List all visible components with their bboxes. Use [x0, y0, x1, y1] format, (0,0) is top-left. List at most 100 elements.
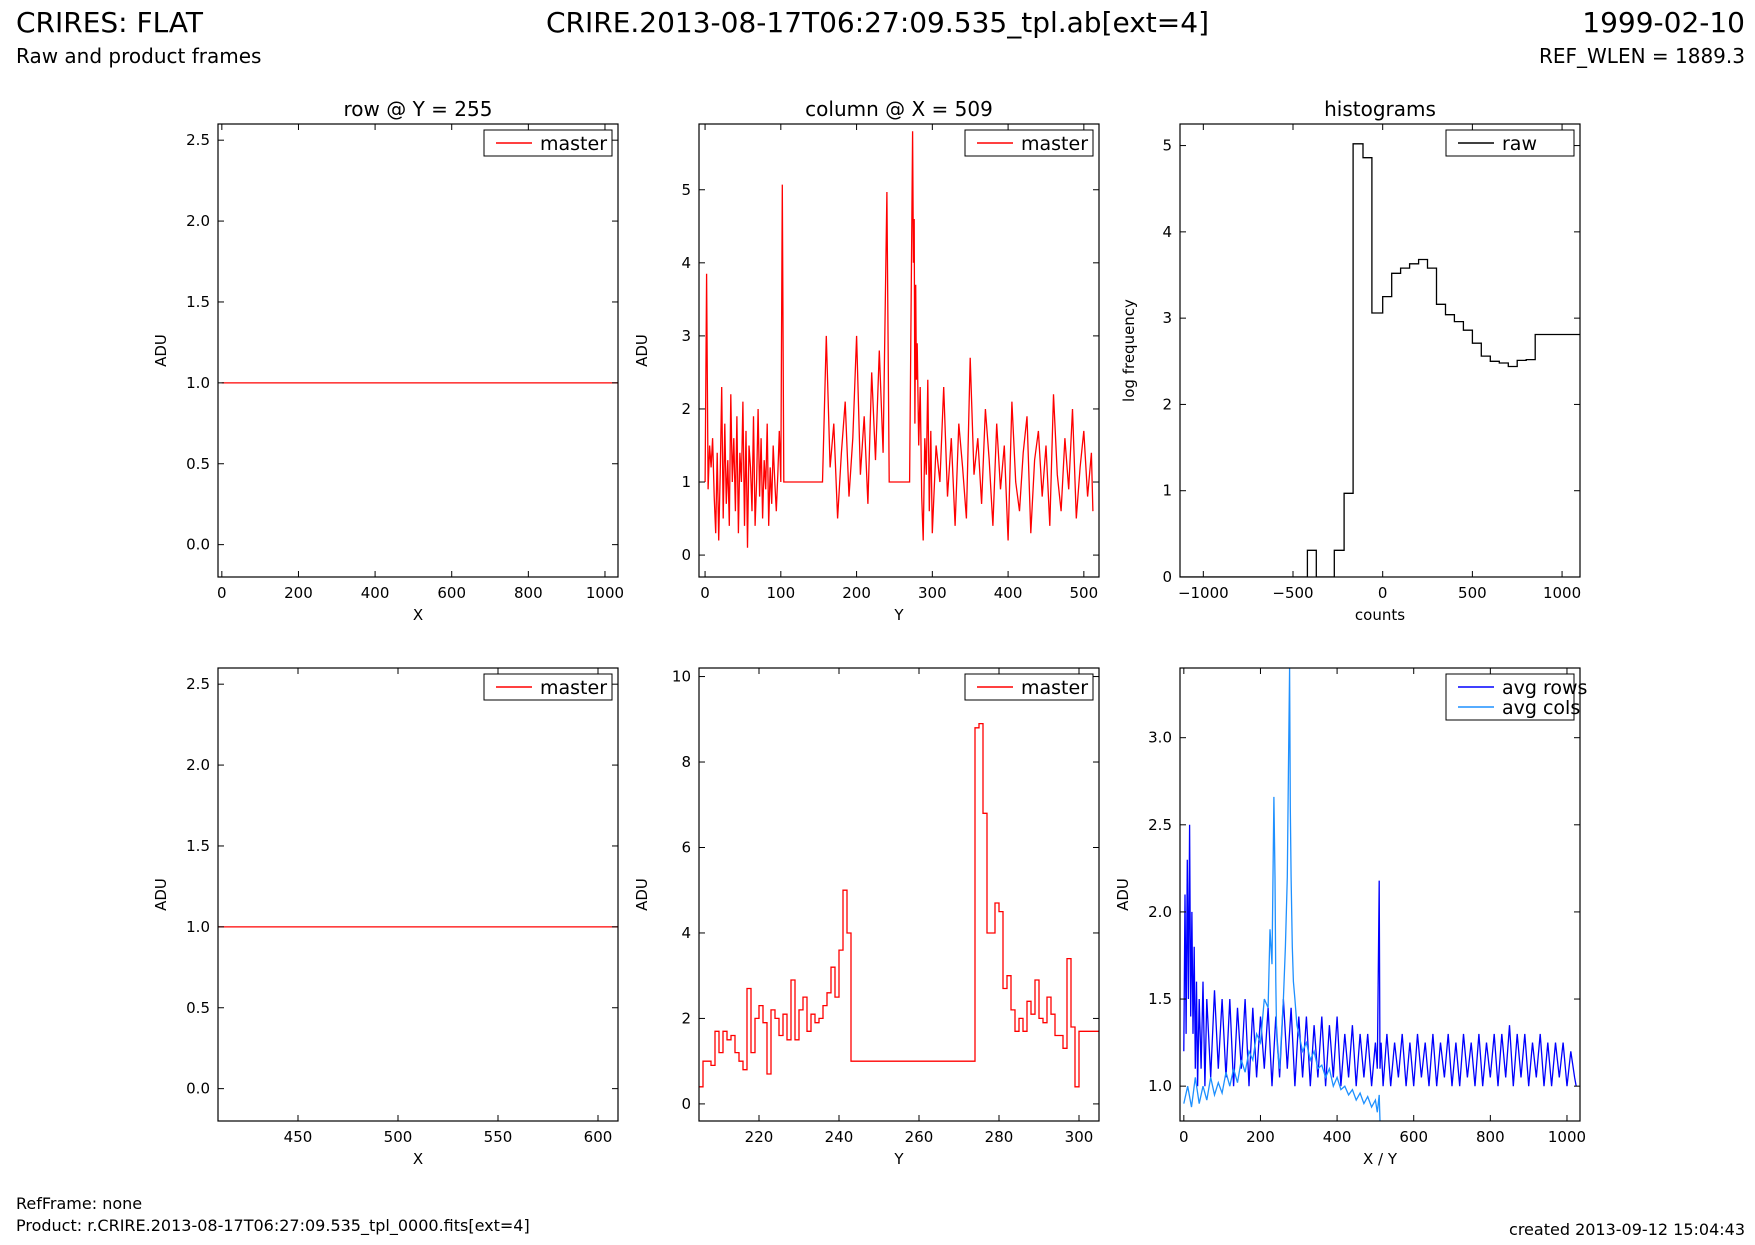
chart-panel-5: 220 240 260 280 300 0 2 4 6 8 10 Y ADU master — [633, 667, 1100, 1168]
y-tick-label: 2.5 — [186, 131, 210, 149]
y-tick-label: 6 — [681, 838, 691, 856]
y-tick-label: 0 — [1162, 568, 1172, 586]
y-tick-label: 1 — [681, 473, 691, 491]
x-tick-label: 1000 — [1543, 584, 1581, 602]
x-tick-label: 260 — [905, 1128, 934, 1146]
y-tick-label: 0.5 — [186, 455, 210, 473]
y-tick-label: 4 — [681, 924, 691, 942]
x-tick-label: 0 — [700, 584, 710, 602]
x-tick-label: 200 — [1246, 1128, 1275, 1146]
legend-label: master — [540, 133, 607, 155]
x-tick-label: 550 — [484, 1128, 513, 1146]
series-line-master — [704, 131, 1094, 548]
y-tick-label: 2 — [681, 400, 691, 418]
x-tick-label: 0 — [1378, 584, 1388, 602]
chart-panel-3: −1000 −500 0 500 1000 0 1 2 3 4 5 counts log frequen… — [1120, 97, 1581, 624]
chart-panel-1: 0 200 400 600 800 1000 0.0 0.5 1.0 1.5 2.0 2.5 X ADU r… — [152, 97, 624, 624]
chart-title: column @ X = 509 — [805, 97, 993, 121]
page-title: CRIRES: FLAT — [16, 6, 203, 39]
x-tick-label: 400 — [994, 584, 1023, 602]
legend-label: avg rows — [1502, 677, 1587, 699]
y-tick-label: 0 — [681, 1095, 691, 1113]
y-tick-label: 1 — [1162, 482, 1172, 500]
chart-title: histograms — [1324, 97, 1436, 121]
product-label: Product: r.CRIRE.2013-08-17T06:27:09.535… — [16, 1216, 530, 1235]
x-tick-label: 1000 — [1548, 1128, 1586, 1146]
y-tick-label: 0 — [681, 546, 691, 564]
y-tick-label: 10 — [672, 668, 691, 686]
chart-title: row @ Y = 255 — [344, 97, 493, 121]
x-tick-label: 300 — [1065, 1128, 1094, 1146]
x-tick-label: 240 — [825, 1128, 854, 1146]
refframe-label: RefFrame: none — [16, 1194, 143, 1213]
chart-panel-4: 450 500 550 600 0.0 0.5 1.0 1.5 2.0 2.5 X ADU master — [152, 667, 619, 1168]
y-tick-label: 0.0 — [186, 536, 210, 554]
created-label: created 2013-09-12 15:04:43 — [1509, 1220, 1745, 1239]
series-line-raw — [1180, 143, 1580, 577]
x-tick-label: 450 — [284, 1128, 313, 1146]
y-tick-label: 2.0 — [186, 212, 210, 230]
x-tick-label: 800 — [1476, 1128, 1505, 1146]
y-axis-label: ADU — [1114, 878, 1132, 911]
y-tick-label: 3.0 — [1148, 729, 1172, 747]
axes-frame — [1179, 667, 1581, 1122]
x-tick-label: 600 — [437, 584, 466, 602]
series-line-avg-cols — [1183, 668, 1381, 1121]
x-tick-label: 500 — [1458, 584, 1487, 602]
x-tick-label: 600 — [584, 1128, 613, 1146]
x-axis-label: X — [413, 1150, 423, 1168]
y-tick-label: 1.0 — [186, 374, 210, 392]
y-tick-label: 1.5 — [186, 837, 210, 855]
y-tick-label: 2.5 — [1148, 816, 1172, 834]
y-tick-label: 1.5 — [186, 293, 210, 311]
x-tick-label: 500 — [1070, 584, 1099, 602]
file-title: CRIRE.2013-08-17T06:27:09.535_tpl.ab[ext… — [545, 6, 1209, 39]
y-axis-label: log frequency — [1120, 299, 1138, 402]
x-tick-label: 400 — [1323, 1128, 1352, 1146]
y-axis-label: ADU — [152, 878, 170, 911]
chart-panel-2: 0 100 200 300 400 500 0 1 2 3 4 5 Y ADU column @ X = 5… — [633, 97, 1100, 624]
series-line-master — [699, 722, 1099, 1088]
x-axis-label: counts — [1355, 606, 1405, 624]
x-tick-label: 100 — [766, 584, 795, 602]
legend-label: avg cols — [1502, 697, 1580, 719]
y-tick-label: 1.0 — [1148, 1077, 1172, 1095]
axes-frame — [217, 667, 619, 1122]
x-axis-label: Y — [893, 1150, 904, 1168]
legend-label: master — [1021, 677, 1088, 699]
y-tick-label: 0.5 — [186, 999, 210, 1017]
x-tick-label: −500 — [1272, 584, 1313, 602]
y-tick-label: 1.5 — [1148, 990, 1172, 1008]
x-axis-label: X / Y — [1363, 1150, 1398, 1168]
page-subtitle: Raw and product frames — [16, 44, 262, 68]
axes-frame — [1179, 123, 1581, 578]
y-tick-label: 2.0 — [186, 756, 210, 774]
axes-frame — [217, 123, 619, 578]
x-tick-label: 220 — [745, 1128, 774, 1146]
legend-label: master — [540, 677, 607, 699]
y-tick-label: 3 — [1162, 309, 1172, 327]
y-tick-label: 2 — [681, 1009, 691, 1027]
chart-panel-6: 0 200 400 600 800 1000 1.0 1.5 2.0 2.5 3.0 X / Y ADU… — [1114, 667, 1587, 1168]
axes-frame — [698, 123, 1100, 578]
x-tick-label: 800 — [514, 584, 543, 602]
x-axis-label: Y — [893, 606, 904, 624]
x-tick-label: 200 — [284, 584, 313, 602]
x-tick-label: 280 — [985, 1128, 1014, 1146]
legend-label: master — [1021, 133, 1088, 155]
x-tick-label: −1000 — [1178, 584, 1229, 602]
y-tick-label: 5 — [1162, 137, 1172, 155]
y-tick-label: 4 — [1162, 223, 1172, 241]
y-tick-label: 2 — [1162, 395, 1172, 413]
date-label: 1999-02-10 — [1582, 6, 1745, 39]
y-tick-label: 2.5 — [186, 675, 210, 693]
x-tick-label: 500 — [384, 1128, 413, 1146]
ref-wlen-label: REF_WLEN = 1889.3 — [1538, 44, 1745, 68]
x-tick-label: 1000 — [586, 584, 624, 602]
x-tick-label: 0 — [1179, 1128, 1189, 1146]
y-tick-label: 3 — [681, 327, 691, 345]
x-tick-label: 0 — [217, 584, 227, 602]
y-tick-label: 1.0 — [186, 918, 210, 936]
legend-label: raw — [1502, 133, 1537, 155]
x-tick-label: 400 — [361, 584, 390, 602]
